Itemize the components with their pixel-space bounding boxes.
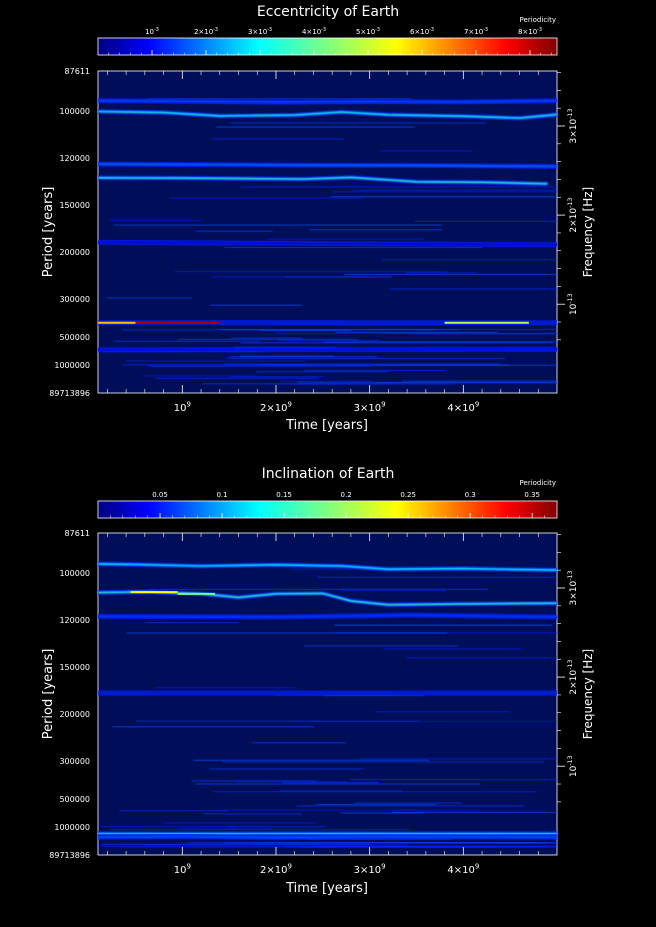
y-tick-labels: 87611 100000 120000 150000 200000 300000 50000… (49, 529, 90, 860)
chart-panel-inclination: Inclination of Earth Periodicity 0.05 0.1… (41, 466, 595, 896)
y-tick-label: 150000 (59, 663, 90, 672)
series-line (97, 99, 558, 104)
y-tick-label: 100000 (59, 569, 90, 578)
y2-tick-label: 3×10-13 (567, 108, 579, 143)
colorbar-tick-labels: 10-3 2×10-3 3×10-3 4×10-3 5×10-3 6×10-3 7×10-3… (145, 27, 542, 36)
x-tick-label: 2×109 (260, 863, 292, 877)
y-tick-label: 200000 (59, 248, 90, 257)
y-tick-label: 87611 (65, 529, 90, 538)
y-tick-label: 300000 (59, 757, 90, 766)
x-tick-marks (107, 533, 539, 855)
x-tick-label: 109 (174, 401, 191, 415)
colorbar-tick-label: 0.3 (465, 491, 476, 499)
colorbar-tick-label: 2×10-3 (194, 27, 218, 36)
y2-tick-label: 10-13 (567, 293, 579, 315)
chart-panel-eccentricity: Eccentricity of Earth Periodicity 10-3 2×… (41, 4, 595, 433)
colorbar (97, 37, 558, 56)
y2-tick-label: 3×10-13 (567, 570, 579, 605)
y2-tick-label: 2×10-13 (567, 660, 579, 695)
x-tick-labels: 109 2×109 3×109 4×109 (174, 401, 480, 415)
y2-tick-label: 10-13 (567, 755, 579, 777)
series-traces (97, 561, 558, 841)
colorbar-tick-label: 0.1 (216, 491, 227, 499)
x-tick-label: 3×109 (354, 863, 386, 877)
colorbar-tick-label: 8×10-3 (518, 27, 542, 36)
y-tick-label: 150000 (59, 201, 90, 210)
colorbar-tick-label: 4×10-3 (302, 27, 326, 36)
y2-axis-label: Frequency [Hz] (581, 649, 595, 740)
x-axis-label: Time [years] (285, 418, 368, 433)
colorbar-tick-labels: 0.05 0.1 0.15 0.2 0.25 0.3 0.35 (152, 491, 540, 499)
series-line (97, 614, 558, 618)
y-tick-label: 120000 (59, 154, 90, 163)
x-tick-labels: 109 2×109 3×109 4×109 (174, 863, 480, 877)
x-tick-label: 3×109 (354, 401, 386, 415)
y-tick-labels: 87611 100000 120000 150000 200000 300000 50000… (49, 67, 90, 398)
y-axis-label: Period [years] (41, 649, 56, 740)
y-tick-label: 89713896 (49, 389, 90, 398)
colorbar-tick-label: 0.05 (152, 491, 168, 499)
y2-tick-labels: 3×10-13 2×10-13 10-13 (567, 108, 579, 315)
chart-title: Inclination of Earth (262, 466, 395, 482)
colorbar-tick-label: 10-3 (145, 27, 159, 36)
series-line (97, 163, 558, 168)
colorbar-tick-label: 0.2 (341, 491, 352, 499)
x-axis-label: Time [years] (285, 881, 368, 896)
colorbar-title: Periodicity (520, 479, 556, 487)
x-tick-marks (107, 71, 539, 393)
y-tick-label: 1000000 (54, 823, 90, 832)
y-tick-label: 200000 (59, 710, 90, 719)
series-line (97, 110, 558, 119)
series-line (97, 348, 558, 351)
y-tick-label: 1000000 (54, 361, 90, 370)
colorbar-tick-label: 0.35 (524, 491, 540, 499)
y2-tick-label: 2×10-13 (567, 198, 579, 233)
x-tick-label: 2×109 (260, 401, 292, 415)
y-tick-label: 100000 (59, 107, 90, 116)
y-axis-label: Period [years] (41, 187, 56, 278)
chart-title: Eccentricity of Earth (257, 4, 399, 20)
colorbar-tick-label: 0.15 (276, 491, 292, 499)
x-tick-label: 4×109 (447, 863, 479, 877)
y-tick-label: 87611 (65, 67, 90, 76)
series-line (97, 241, 558, 246)
y-tick-label: 300000 (59, 295, 90, 304)
series-line (97, 835, 558, 839)
colorbar-tick-marks (108, 50, 552, 55)
colorbar-tick-label: 7×10-3 (464, 27, 488, 36)
x-tick-label: 109 (174, 863, 191, 877)
colorbar (97, 500, 558, 519)
series-line (97, 176, 548, 185)
series-line (97, 563, 558, 571)
x-tick-label: 4×109 (447, 401, 479, 415)
y2-tick-marks (557, 72, 565, 341)
y2-tick-marks (557, 534, 565, 803)
y2-tick-labels: 3×10-13 2×10-13 10-13 (567, 570, 579, 777)
colorbar-tick-label: 5×10-3 (356, 27, 380, 36)
colorbar-tick-label: 3×10-3 (248, 27, 272, 36)
colorbar-tick-label: 6×10-3 (410, 27, 434, 36)
colorbar-title: Periodicity (520, 16, 556, 24)
y2-axis-label: Frequency [Hz] (581, 187, 595, 278)
y-tick-label: 120000 (59, 616, 90, 625)
y-tick-label: 500000 (59, 333, 90, 342)
y-tick-label: 89713896 (49, 851, 90, 860)
peak-segments (130, 591, 216, 595)
colorbar-tick-label: 0.25 (400, 491, 416, 499)
y-tick-label: 500000 (59, 795, 90, 804)
colorbar-tick-marks (110, 513, 545, 518)
